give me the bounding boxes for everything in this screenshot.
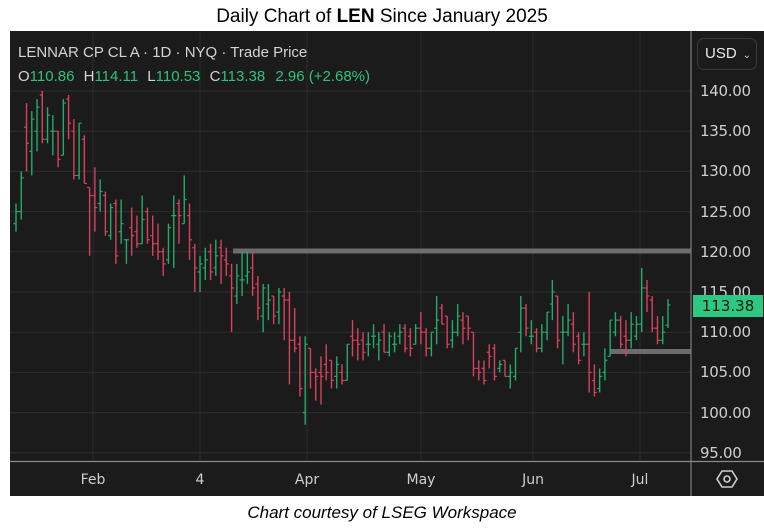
y-tick-label: 130.00 [700,162,751,181]
currency-selector[interactable]: USD ⌄ [697,38,757,70]
x-tick-label: 4 [195,472,205,488]
chart-settings-button[interactable] [716,468,738,490]
close-value: 113.38 [220,68,266,85]
open-value: 110.86 [29,68,75,85]
y-tick-label: 135.00 [700,122,751,141]
x-tick-label: May [406,472,436,488]
x-tick-label: Feb [80,472,106,488]
high-value: 114.11 [94,68,139,85]
ohlc-readout: O110.86 H114.11 L110.53 C113.38 2.96 (+2… [18,68,370,85]
y-tick-label: 140.00 [700,82,751,100]
x-tick-label: Jun [522,472,544,488]
last-price-badge: 113.38 [693,295,763,317]
change-value: 2.96 (+2.68%) [275,68,370,85]
hexagon-settings-icon [716,470,738,488]
support-resistance-line [233,248,691,254]
chart-panel[interactable] [10,31,764,496]
chevron-down-icon: ⌄ [742,50,752,61]
y-tick-label: 125.00 [700,202,751,221]
y-tick-label: 100.00 [700,403,751,422]
instrument-info: LENNAR CP CL A · 1D · NYQ · Trade Price [18,44,308,61]
y-tick-label: 120.00 [700,242,751,261]
chart-credit: Chart courtesy of LSEG Workspace [247,503,517,522]
low-value: 110.53 [155,68,201,85]
y-tick-label: 105.00 [700,363,751,382]
y-tick-label: 95.00 [700,443,742,462]
y-tick-label: 110.00 [700,323,751,342]
ticker-symbol: LEN [336,6,375,27]
x-tick-label: Apr [294,472,320,488]
x-tick-label: Jul [631,472,649,488]
support-resistance-line [610,348,691,354]
chart-title: Daily Chart of LEN Since January 2025 [216,6,548,27]
